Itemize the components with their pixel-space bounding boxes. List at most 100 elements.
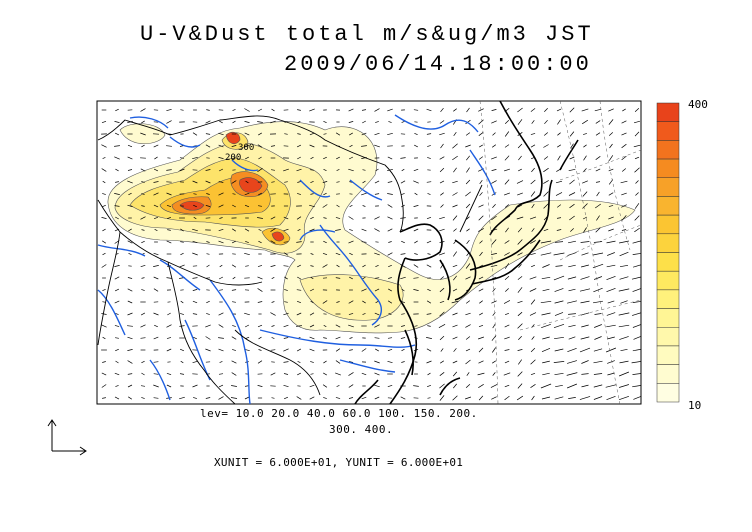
wind-vector [570,228,574,232]
wind-vector [232,156,236,160]
wind-vector [606,395,616,401]
wind-vector [271,397,275,399]
wind-vector [516,216,524,220]
wind-vector [621,192,627,196]
wind-vector [140,324,146,328]
wind-vector [374,216,380,220]
wind-vector [309,228,315,232]
wind-vector [566,383,578,389]
wind-vector [490,384,498,388]
wind-vector [543,180,549,184]
wind-vector [310,373,314,375]
wind-vector [554,336,564,340]
wind-vector [542,264,550,268]
wind-vector [270,216,276,220]
wind-vector [153,144,159,148]
wind-vector [102,193,106,195]
wind-vector [414,192,418,196]
wind-vector [296,216,302,220]
chart-timestamp: 2009/06/14.18:00:00 [284,52,592,77]
wind-vector [426,133,432,135]
wind-vector [115,168,119,172]
wind-vector [374,396,380,400]
wind-vector [542,360,550,364]
wind-vector [517,119,523,125]
wind-vector [426,240,432,244]
wind-vector [296,325,302,327]
wind-vector [426,348,432,352]
contour-levels-line2: 300. 400. [329,423,394,436]
wind-vector [309,324,315,328]
wind-vector [232,301,236,303]
wind-vector [206,193,210,195]
wind-vector [296,193,302,195]
wind-vector [141,360,145,364]
wind-vector [582,191,588,197]
wind-vector [361,241,367,243]
wind-vector [580,276,590,280]
wind-vector [206,313,210,315]
wind-vector [232,193,236,195]
wind-vector [179,157,185,159]
wind-vector [257,385,263,387]
wind-vector [166,324,172,328]
wind-vector [401,121,405,123]
wind-vector [465,191,471,197]
wind-vector [231,349,237,351]
wind-vector [427,325,431,327]
dust-level-400 [179,200,205,211]
wind-vector [127,325,133,327]
wind-vector [592,252,604,256]
wind-vector [127,300,133,304]
wind-vector [517,143,523,149]
wind-vector [283,241,289,243]
wind-vector [595,132,601,136]
wind-vector [453,348,457,352]
wind-vector [580,300,590,304]
wind-vector [466,216,470,220]
wind-vector [166,169,172,171]
wind-vector [531,228,535,232]
wind-vector [127,204,133,208]
wind-vector [516,180,524,184]
wind-vector [193,193,197,195]
wind-vector [517,311,523,317]
wind-vector [518,264,522,268]
wind-vector [504,144,510,148]
wind-vector [388,312,392,316]
wind-vector [127,240,133,244]
wind-vector [323,337,327,339]
wind-vector [606,240,616,244]
wind-vector [140,168,146,172]
wind-vector [102,361,106,363]
wind-vector [608,205,614,207]
wind-vector [283,361,289,363]
wind-vector [621,204,627,208]
wind-vector [569,156,575,160]
wind-vector [607,372,615,376]
wind-vector [541,276,551,280]
wind-vector [605,384,617,388]
wind-vector [375,300,379,304]
reference-vector-icon [47,419,87,456]
wind-vector [465,336,471,340]
wind-vector [387,252,393,256]
wind-vector [102,240,106,244]
wind-vector [336,264,340,268]
wind-vector [427,157,431,159]
wind-vector [271,181,275,183]
wind-vector [362,300,366,304]
wind-vector [427,372,431,376]
wind-vector [503,300,511,304]
wind-vector [531,167,535,173]
wind-vector [283,252,289,256]
rivers [97,114,496,404]
wind-vector [192,132,198,136]
wind-vector [180,300,184,304]
wind-vector [219,120,223,124]
wind-vector [387,204,393,208]
colorbar-swatch [656,233,680,253]
wind-vector [114,121,120,123]
wind-vector [257,265,263,267]
wind-vector [244,312,250,316]
